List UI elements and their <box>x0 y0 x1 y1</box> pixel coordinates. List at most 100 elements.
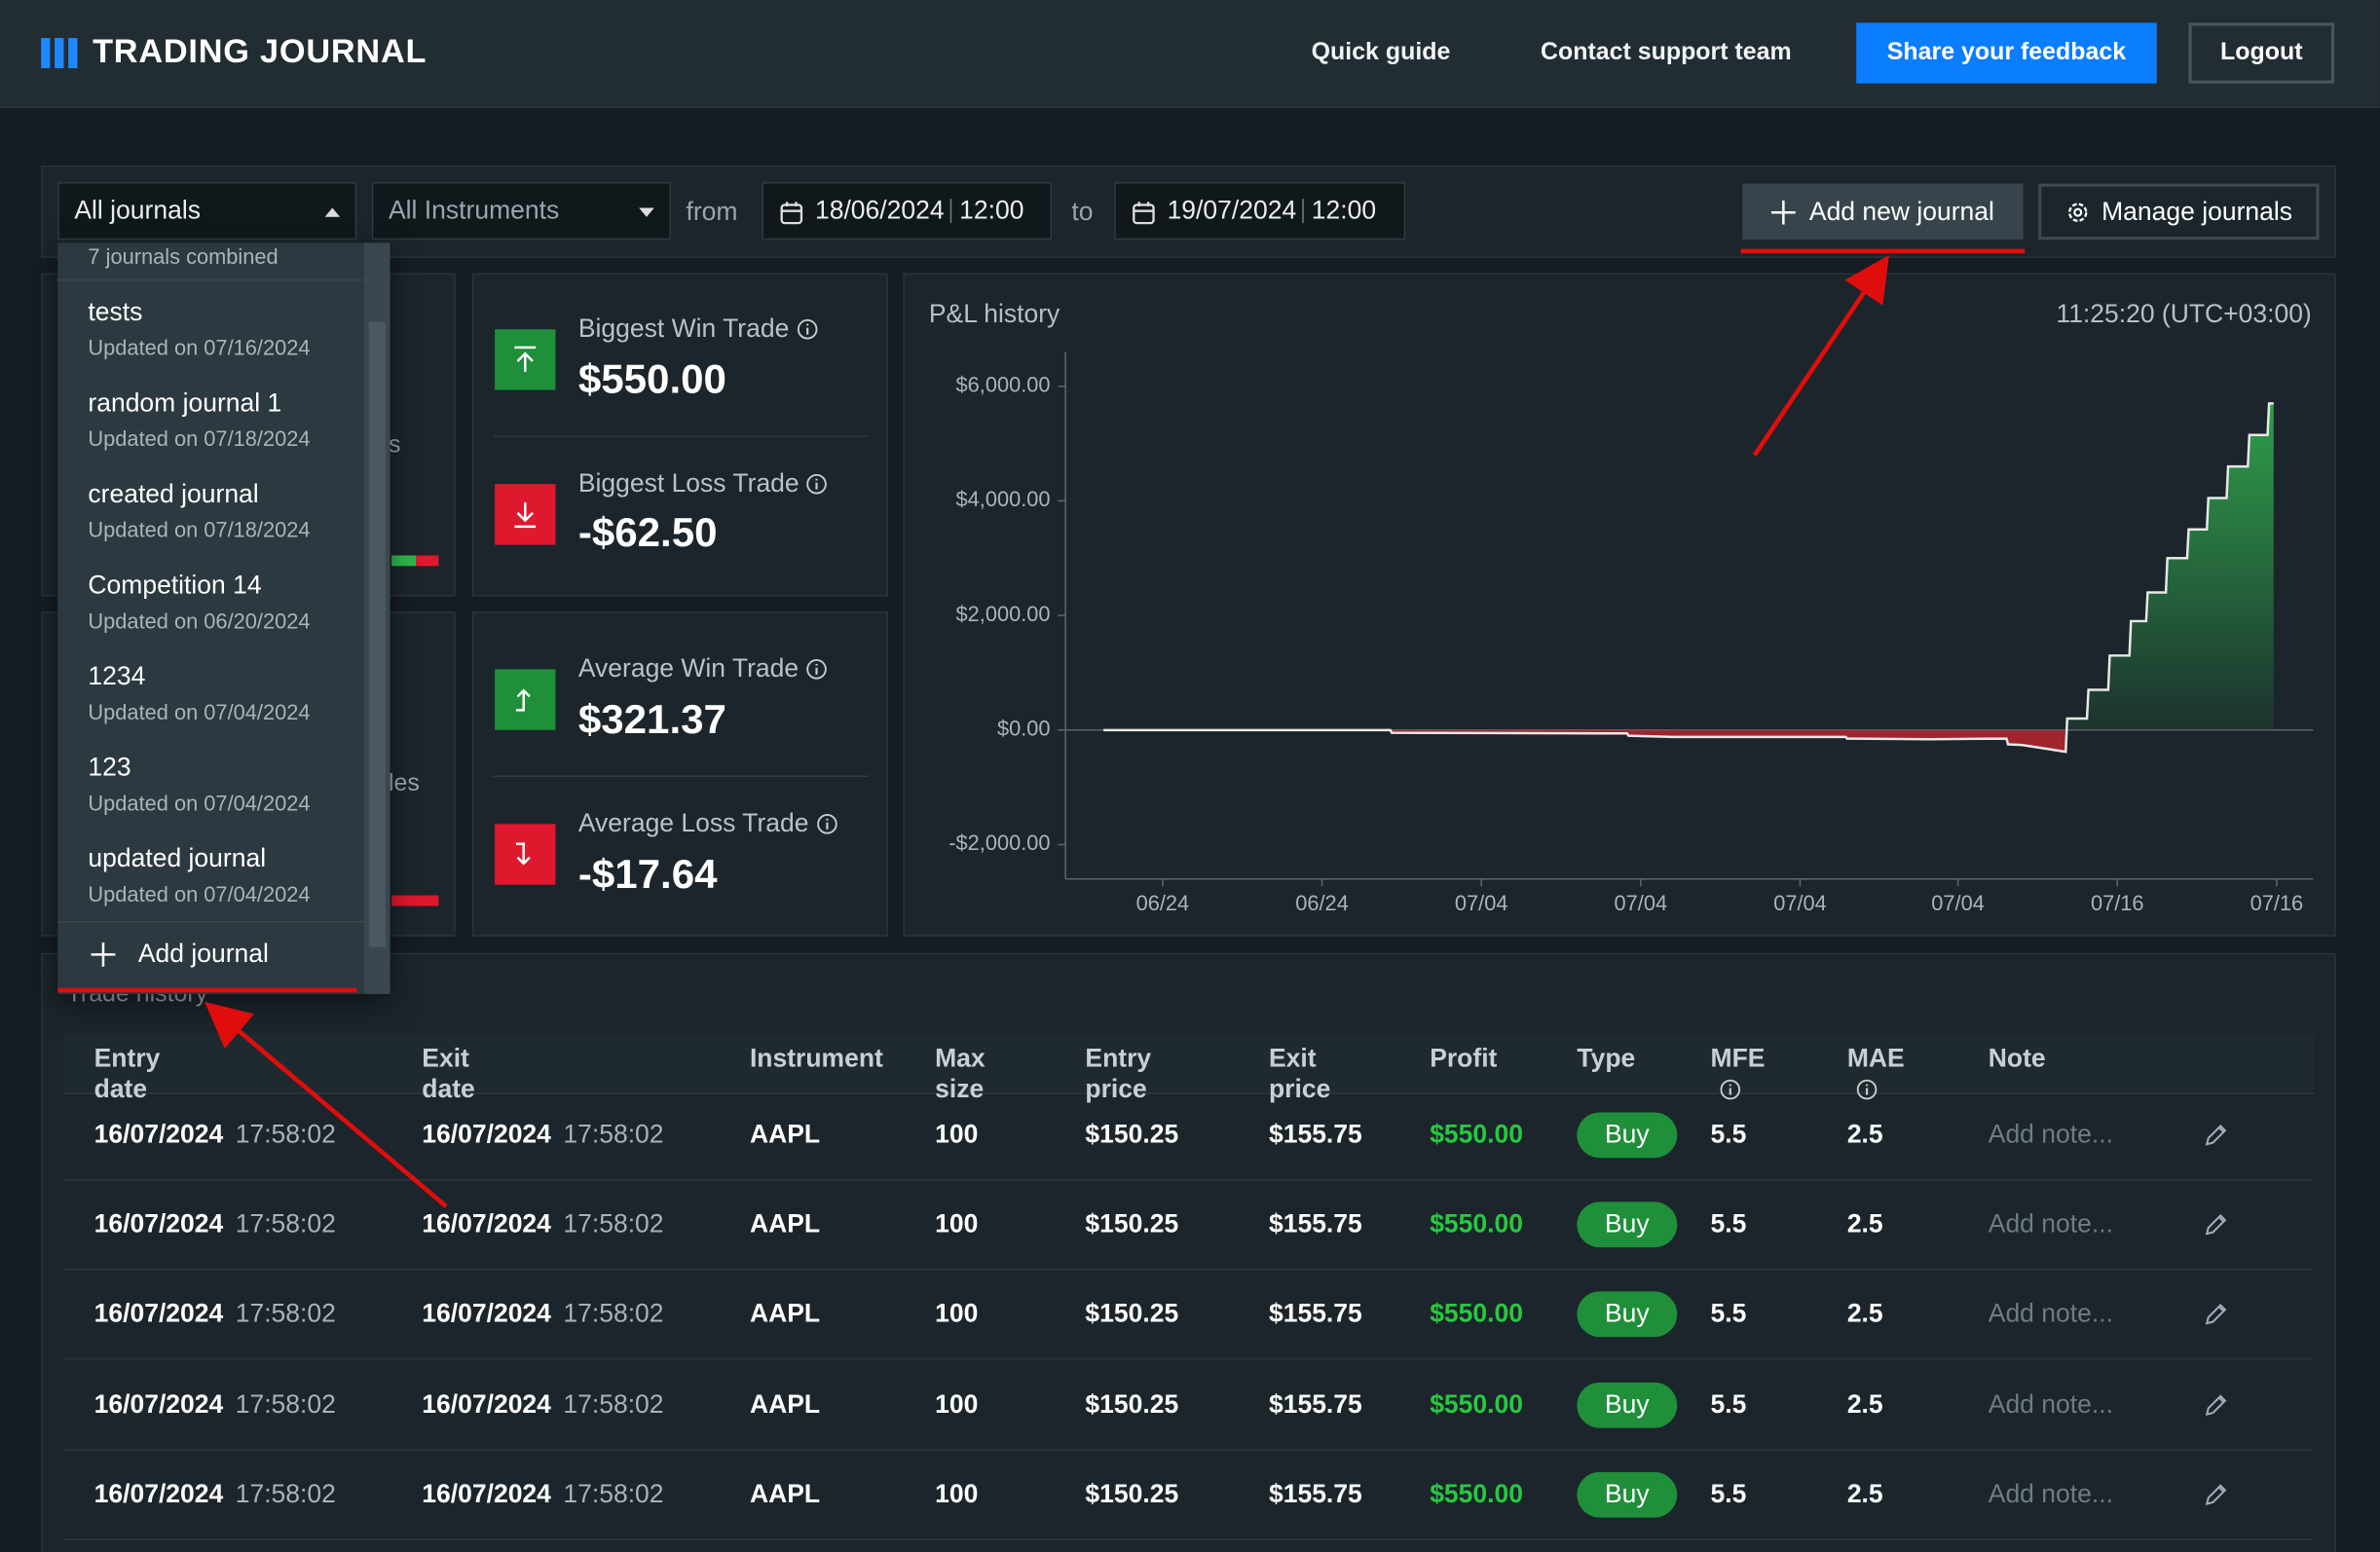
table-header <box>63 1033 2315 1094</box>
annotation-underline <box>1740 248 2026 254</box>
pnl-line <box>1103 402 2274 754</box>
type-badge: Buy <box>1577 1201 1678 1248</box>
mfe: 5.5 <box>1710 1209 1747 1239</box>
date-text: 19/07/2024 <box>1167 196 1297 225</box>
time-text: 12:00 <box>1311 196 1377 225</box>
edit-icon[interactable] <box>2204 1303 2228 1327</box>
note[interactable]: Add note... <box>1988 1479 2113 1508</box>
note[interactable]: Add note... <box>1988 1209 2113 1239</box>
journal-item[interactable]: random journal 1 Updated on 07/18/2024 <box>57 386 364 470</box>
journal-item[interactable]: tests Updated on 07/16/2024 <box>57 294 364 379</box>
annotation-underline <box>57 987 357 993</box>
from-date[interactable]: 18/06/2024 12:00 <box>762 182 1053 240</box>
y-tick-label: -$2,000.00 <box>948 831 1050 855</box>
instrument: AAPL <box>749 1209 821 1239</box>
feedback-button[interactable]: Share your feedback <box>1856 22 2157 84</box>
row-divider <box>63 1358 2314 1361</box>
journal-item[interactable]: created journal Updated on 07/18/2024 <box>57 476 364 561</box>
date: 16/07/2024 <box>93 1209 224 1239</box>
annotation-arrow <box>205 1002 448 1208</box>
datetime-cell: 16/07/2024 17:58:02 <box>422 1300 663 1330</box>
time: 17:58:02 <box>563 1209 664 1239</box>
journal-item[interactable]: updated journal Updated on 07/04/2024 <box>57 840 364 925</box>
divider <box>493 775 869 778</box>
nav-link[interactable]: Quick guide <box>1311 39 1451 66</box>
logout-button[interactable]: Logout <box>2188 22 2335 84</box>
date: 16/07/2024 <box>93 1479 224 1508</box>
area-negative <box>1103 729 2274 753</box>
scroll-thumb[interactable] <box>368 321 386 947</box>
journal-updated: Updated on 07/04/2024 <box>88 699 311 724</box>
journal-item[interactable]: 123 Updated on 07/04/2024 <box>57 750 364 834</box>
datetime-cell: 16/07/2024 17:58:02 <box>94 1120 336 1150</box>
ratio-bar <box>391 895 439 906</box>
journal-select[interactable]: All journals <box>57 182 357 240</box>
column-header: Profit <box>1430 1044 1498 1073</box>
journal-updated: Updated on 06/20/2024 <box>88 608 311 633</box>
journal-item[interactable]: 1234 Updated on 07/04/2024 <box>57 658 364 743</box>
exit-price: $155.75 <box>1268 1120 1362 1149</box>
instrument: AAPL <box>749 1479 821 1508</box>
journal-updated: Updated on 07/18/2024 <box>88 425 311 451</box>
note[interactable]: Add note... <box>1988 1299 2113 1329</box>
datetime-cell: 16/07/2024 17:58:02 <box>422 1389 663 1420</box>
journal-name: tests <box>88 297 143 327</box>
label-text: Biggest Loss Trade <box>577 468 800 499</box>
instrument-select[interactable]: All Instruments <box>371 182 671 240</box>
date: 16/07/2024 <box>422 1299 551 1329</box>
calendar-icon <box>1133 202 1155 225</box>
note[interactable]: Add note... <box>1988 1389 2113 1419</box>
add-journal-button[interactable]: Add new journal <box>1742 183 2024 240</box>
trade-history-panel: Trade history <box>41 952 2336 1552</box>
area-positive <box>2066 403 2274 730</box>
time: 17:58:02 <box>235 1389 336 1419</box>
time-text: 12:00 <box>959 196 1024 225</box>
time: 17:58:02 <box>563 1120 664 1149</box>
row-divider <box>63 1538 2314 1540</box>
info-icon <box>1856 1079 1878 1100</box>
profit: $550.00 <box>1430 1120 1523 1149</box>
ratio-bar <box>416 555 439 567</box>
datetime-cell: 16/07/2024 17:58:02 <box>422 1209 663 1239</box>
edit-icon[interactable] <box>2204 1123 2228 1147</box>
from-label: from <box>686 197 738 227</box>
to-date[interactable]: 19/07/2024 12:00 <box>1114 182 1406 240</box>
date: 16/07/2024 <box>93 1389 224 1419</box>
journal-dropdown: 7 journals combined Add journal tests Upd… <box>57 242 390 994</box>
x-tick-label: 07/04 <box>1931 891 1985 915</box>
stat-label: Average Loss Trade <box>578 809 837 839</box>
divider <box>1302 199 1304 224</box>
scrollbar[interactable] <box>364 242 390 994</box>
pnl-chart: P&L history 11:25:20 (UTC+03:00) $6,000.… <box>929 299 2314 915</box>
hidden-fragment: s <box>389 432 401 459</box>
note[interactable]: Add note... <box>1988 1120 2113 1149</box>
journal-name: created journal <box>88 479 259 509</box>
add-journal-item[interactable]: Add journal <box>91 940 269 970</box>
nav-link[interactable]: Contact support team <box>1540 39 1792 66</box>
mae: 2.5 <box>1846 1209 1883 1239</box>
y-tick-label: $4,000.00 <box>956 487 1051 511</box>
column-header: Note <box>1988 1044 2046 1073</box>
header: TRADING JOURNAL Quick guide Contact supp… <box>0 0 2380 108</box>
column-header: Entry date <box>93 1044 161 1104</box>
datetime-cell: 16/07/2024 17:58:02 <box>94 1389 336 1420</box>
stat-label: Average Win Trade <box>578 654 828 684</box>
edit-icon[interactable] <box>2204 1482 2228 1506</box>
x-tick-label: 07/04 <box>1615 891 1668 915</box>
manage-journals-button[interactable]: Manage journals <box>2038 183 2320 240</box>
journal-item[interactable]: Competition 14 Updated on 06/20/2024 <box>57 568 364 652</box>
journal-name: random journal 1 <box>88 388 282 418</box>
edit-icon[interactable] <box>2204 1213 2228 1238</box>
label-text: Average Loss Trade <box>577 808 809 838</box>
time: 17:58:02 <box>563 1389 664 1419</box>
edit-icon[interactable] <box>2204 1392 2228 1417</box>
info-icon <box>1720 1079 1741 1100</box>
column-header: MAE <box>1847 1044 1905 1104</box>
button-text: Add new journal <box>1808 196 1994 226</box>
ratio-bar <box>391 555 417 567</box>
time: 17:58:02 <box>235 1120 336 1149</box>
journal-name: 1234 <box>88 661 146 691</box>
time: 17:58:02 <box>235 1299 336 1329</box>
journal-updated: Updated on 07/16/2024 <box>88 335 311 360</box>
